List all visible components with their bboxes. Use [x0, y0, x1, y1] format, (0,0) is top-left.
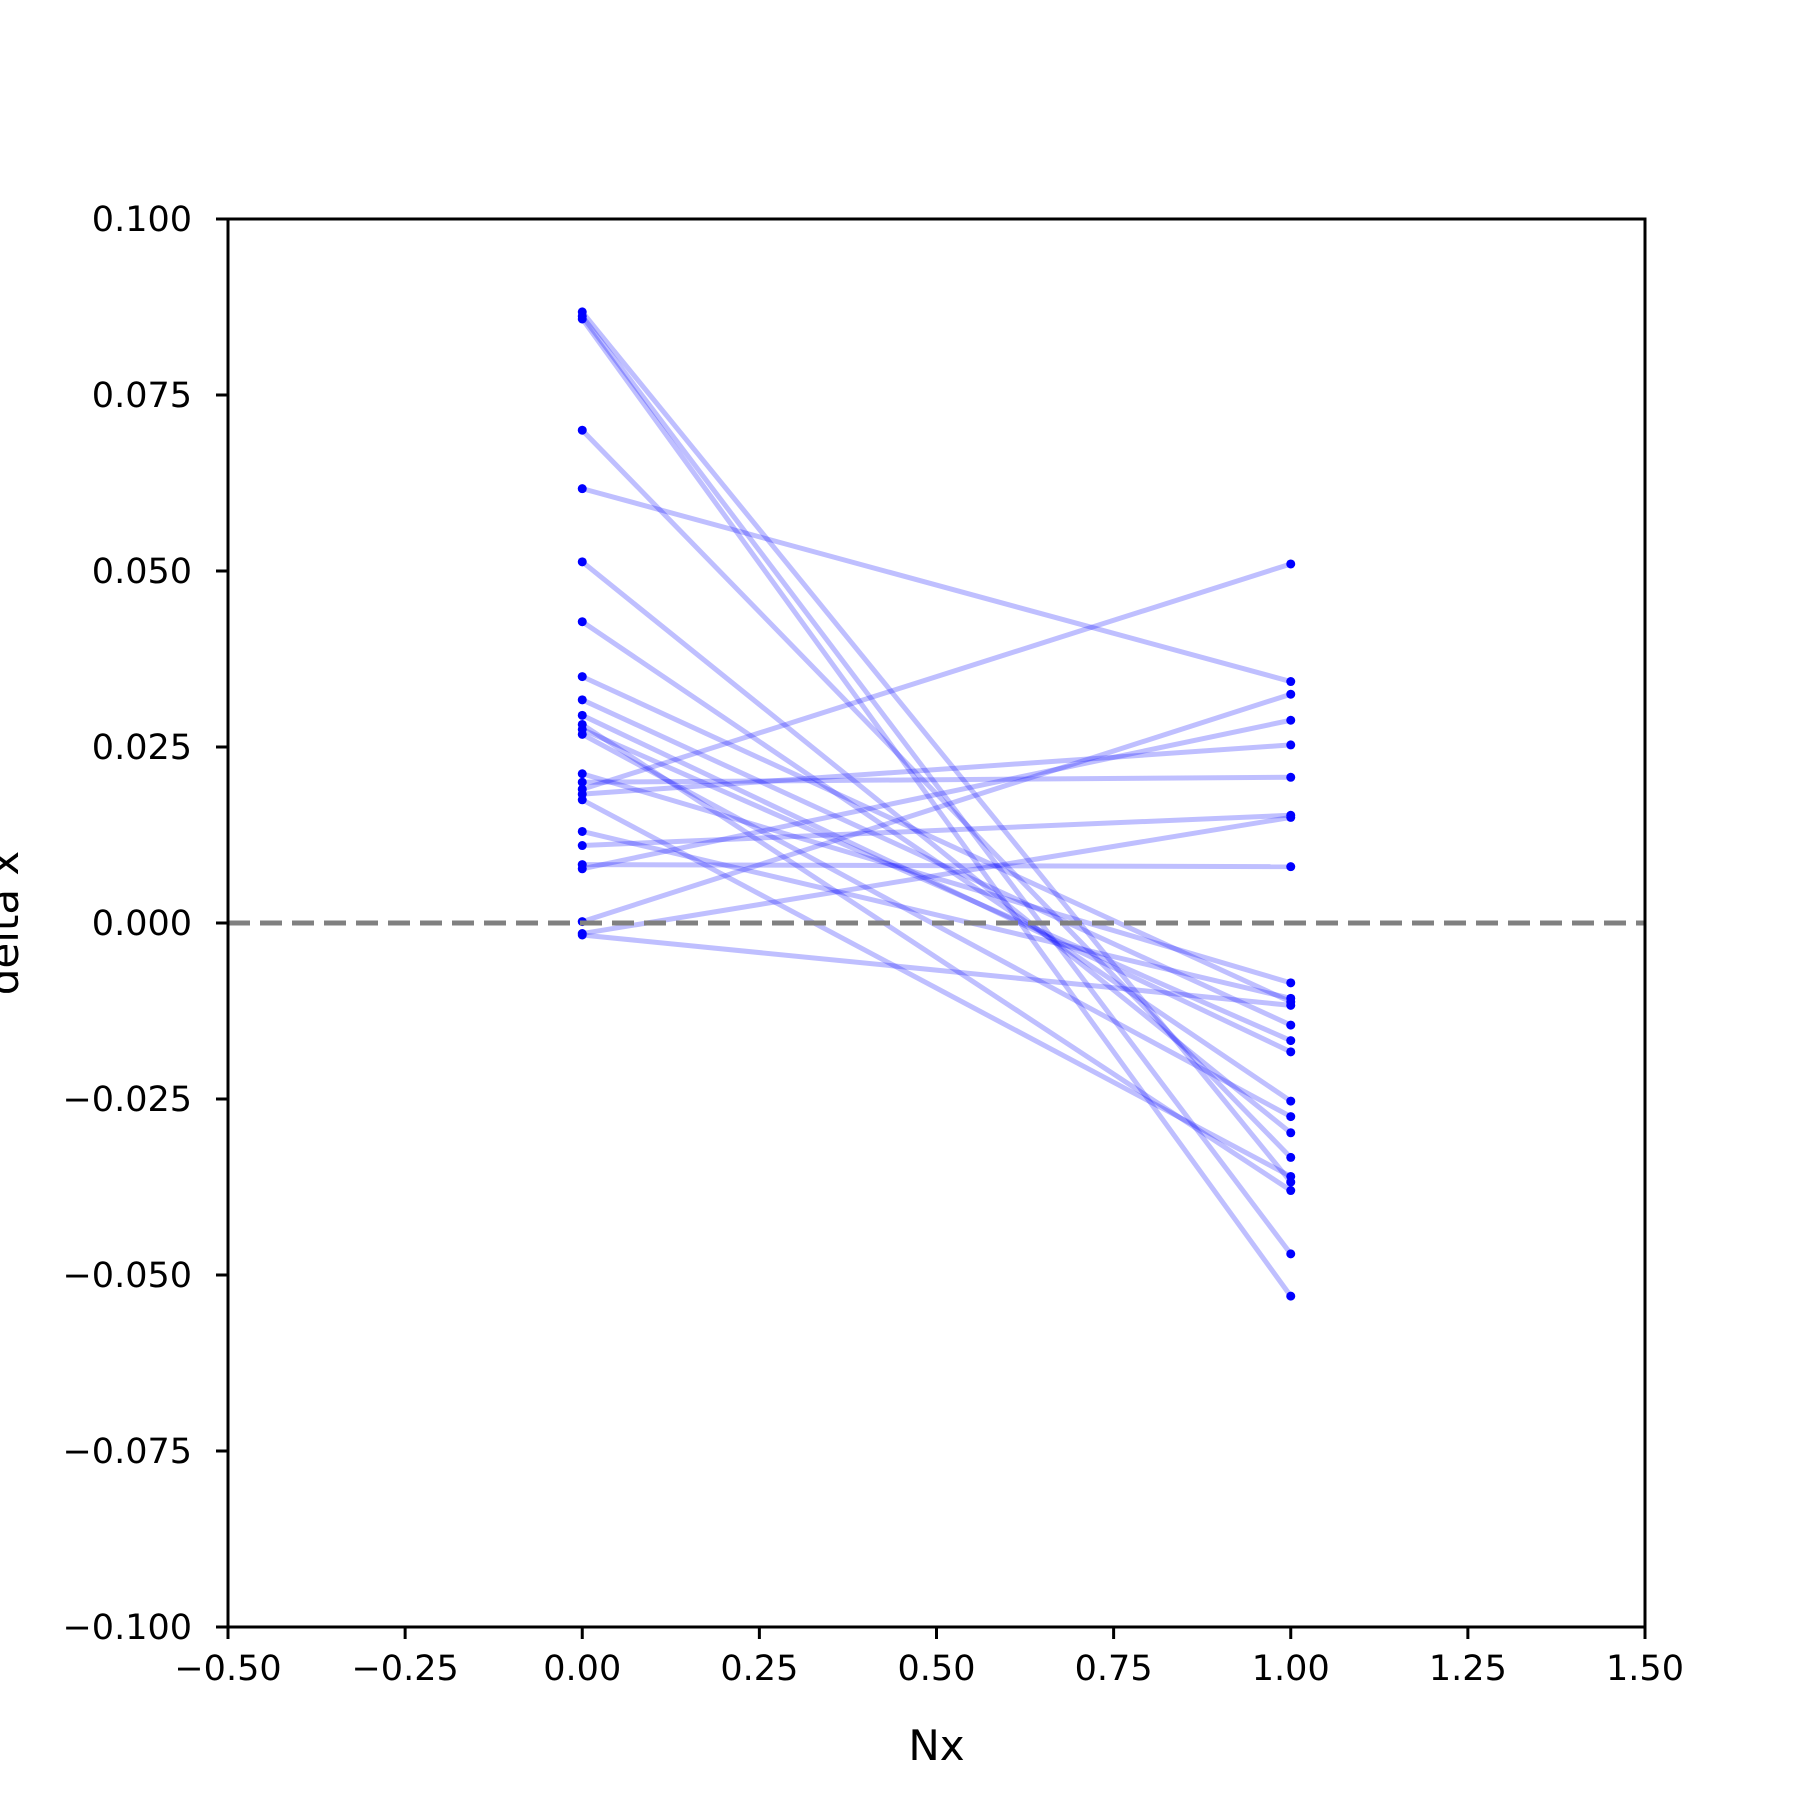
data-line-24	[582, 932, 1291, 1008]
data-point-4-1	[1286, 677, 1296, 687]
data-line-13	[581, 771, 1292, 986]
y-tick-label: −0.025	[62, 1080, 192, 1120]
data-line-18	[581, 829, 1292, 1001]
data-point-1-1	[1286, 1249, 1296, 1259]
data-point-19-0	[577, 841, 587, 851]
data-line-3	[580, 428, 1293, 1160]
x-tick-label: −0.50	[174, 1649, 281, 1689]
x-tick-label: 0.00	[543, 1649, 621, 1689]
data-point-9-0	[577, 710, 587, 720]
x-tick-label: −0.25	[351, 1649, 458, 1689]
data-line-5	[580, 559, 1293, 1135]
data-point-13-0	[577, 769, 587, 779]
data-line-7	[581, 674, 1292, 1005]
data-point-13-1	[1286, 978, 1296, 988]
data-point-3-1	[1286, 1152, 1296, 1162]
data-point-5-1	[1286, 1128, 1296, 1138]
data-point-24-1	[1286, 1000, 1296, 1010]
data-line-11	[581, 727, 1292, 1043]
x-tick-label: 1.00	[1252, 1649, 1330, 1689]
data-point-23-1	[1286, 812, 1296, 822]
data-line-15	[581, 561, 1292, 792]
y-axis-ticks: −0.100 −0.075 −0.050 −0.025 0.000 0.025 0.050 0…	[62, 200, 228, 1648]
data-point-15-1	[1286, 559, 1296, 569]
data-point-8-0	[577, 695, 587, 705]
data-line-17	[581, 797, 1292, 1179]
data-line-20	[582, 862, 1291, 870]
data-point-17-1	[1286, 1171, 1296, 1181]
data-point-3-0	[577, 425, 587, 435]
data-line-23	[581, 814, 1292, 937]
data-point-10-1	[1286, 1186, 1296, 1196]
data-point-8-1	[1286, 1020, 1296, 1030]
x-tick-label: 1.50	[1606, 1649, 1684, 1689]
data-point-11-1	[1286, 1036, 1296, 1046]
data-point-6-0	[577, 617, 587, 627]
data-line-14	[582, 774, 1291, 785]
data-line-16	[582, 742, 1291, 797]
data-point-12-1	[1286, 1112, 1296, 1122]
data-point-24-0	[577, 930, 587, 940]
data-point-2-1	[1286, 1291, 1296, 1301]
y-tick-label: 0.075	[92, 376, 192, 416]
data-line-22	[581, 691, 1292, 924]
y-tick-label: 0.000	[92, 904, 192, 944]
data-line-19	[582, 812, 1291, 849]
data-point-16-1	[1286, 740, 1296, 750]
data-point-18-0	[577, 826, 587, 836]
x-tick-label: 0.25	[720, 1649, 798, 1689]
data-line-2	[580, 317, 1293, 1298]
data-point-6-1	[1286, 1096, 1296, 1106]
x-tick-label: 0.50	[898, 1649, 976, 1689]
y-tick-label: 0.050	[92, 552, 192, 592]
data-line-1	[580, 314, 1293, 1256]
data-point-21-1	[1286, 715, 1296, 725]
y-tick-label: 0.100	[92, 200, 192, 240]
data-line-6	[580, 619, 1293, 1104]
data-point-14-1	[1286, 772, 1296, 782]
x-tick-label: 0.75	[1075, 1649, 1153, 1689]
data-line-0	[580, 310, 1293, 1184]
data-line-21	[581, 717, 1292, 872]
y-tick-label: −0.050	[62, 1256, 192, 1296]
data-point-17-0	[577, 795, 587, 805]
data-point-5-0	[577, 557, 587, 567]
data-point-2-0	[577, 314, 587, 324]
data-point-22-1	[1286, 689, 1296, 699]
data-line-8	[581, 697, 1292, 1028]
y-tick-label: −0.100	[62, 1608, 192, 1648]
y-tick-label: −0.075	[62, 1432, 192, 1472]
x-axis-title: Nx	[908, 1721, 964, 1770]
data-point-9-1	[1286, 1047, 1296, 1057]
data-point-7-0	[577, 672, 587, 682]
x-axis-ticks: −0.50 −0.25 0.00 0.25 0.50 0.75 1.00 1.25 1.50	[174, 1627, 1684, 1689]
data-point-18-1	[1286, 993, 1296, 1003]
data-point-4-0	[577, 484, 587, 494]
data-point-12-0	[577, 729, 587, 739]
data-line-4	[581, 486, 1292, 684]
y-tick-label: 0.025	[92, 728, 192, 768]
data-point-21-0	[577, 864, 587, 874]
data-line-10	[580, 722, 1293, 1193]
data-point-20-1	[1286, 862, 1296, 872]
data-line-9	[581, 713, 1292, 1055]
data-point-14-0	[577, 777, 587, 787]
data-points	[577, 307, 1296, 1301]
y-axis-title: delta x	[0, 851, 28, 996]
x-tick-label: 1.25	[1429, 1649, 1507, 1689]
